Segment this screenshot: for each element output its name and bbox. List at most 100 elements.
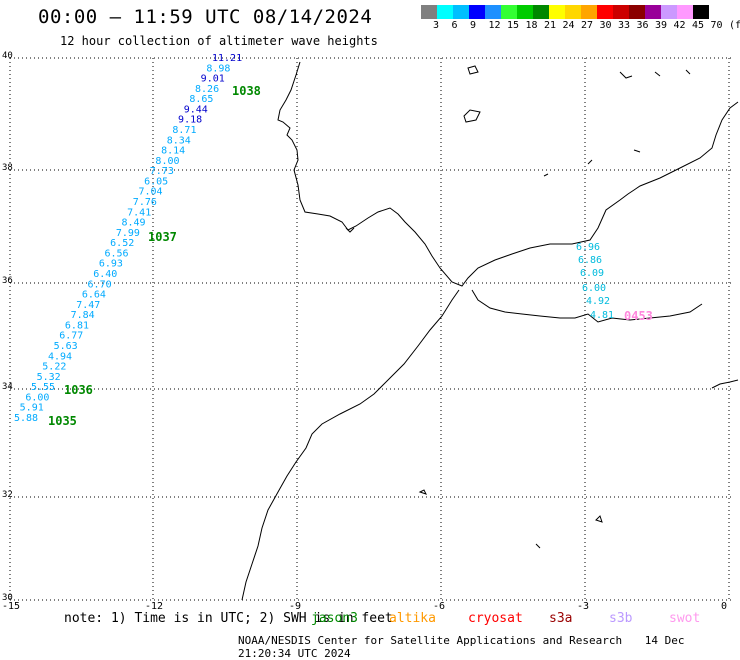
pass-time-label: 1036 <box>64 383 93 397</box>
wave-height-value: 8.71 <box>172 125 196 136</box>
legend-label: 18 <box>525 20 538 31</box>
legend-label: 24 <box>562 20 575 31</box>
wave-height-value: 7.99 <box>116 228 140 239</box>
satellite-name: jason3 <box>311 611 358 626</box>
legend-label: (ft) <box>729 20 740 31</box>
legend-label: 3 <box>433 20 440 31</box>
legend-label: 33 <box>618 20 631 31</box>
legend-swatch <box>581 5 597 19</box>
wave-height-value: 6.40 <box>93 269 117 280</box>
legend-label: 36 <box>636 20 649 31</box>
satellite-name: swot <box>669 611 701 626</box>
legend-label: 21 <box>544 20 557 31</box>
legend-label: 6 <box>451 20 458 31</box>
wave-height-value: 7.47 <box>76 300 100 311</box>
wave-height-value: 7.84 <box>71 310 95 321</box>
legend-label: 27 <box>581 20 594 31</box>
wave-height-value: 8.26 <box>195 84 219 95</box>
map-subtitle: 12 hour collection of altimeter wave hei… <box>60 34 378 48</box>
legend-swatch <box>517 5 533 19</box>
coastline <box>241 61 739 601</box>
wave-height-value: 5.91 <box>20 403 44 414</box>
lat-lon-grid <box>9 57 733 601</box>
footer-note: note: 1) Time is in UTC; 2) SWH is in fe… <box>64 611 393 626</box>
wave-height-value: 6.81 <box>65 320 89 331</box>
legend-swatch <box>629 5 645 19</box>
lat-label: 40 <box>2 51 13 61</box>
legend-label: 39 <box>655 20 668 31</box>
wave-height-value: 8.34 <box>167 135 191 146</box>
legend-swatch <box>533 5 549 19</box>
legend-swatch <box>693 5 709 19</box>
wave-height-value: 7.04 <box>138 187 162 198</box>
lon-label: -15 <box>2 601 21 612</box>
wave-height-value: 8.98 <box>206 63 230 74</box>
wave-height-value: 7.41 <box>127 207 151 218</box>
wave-height-value: 7.76 <box>133 197 157 208</box>
wave-height-value: 5.55 <box>31 382 55 393</box>
footer-credit: NOAA/NESDIS Center for Satellite Applica… <box>238 634 740 660</box>
lat-label: 38 <box>2 163 13 173</box>
legend-swatch <box>613 5 629 19</box>
satellite-name: s3a <box>549 611 573 626</box>
altimeter-track-west: 11.218.989.018.268.659.449.188.718.348.1… <box>14 53 242 424</box>
pass-time-label: 1038 <box>232 84 261 98</box>
lon-label: -3 <box>577 601 590 612</box>
legend-swatch <box>469 5 485 19</box>
pass-time-label: 1037 <box>148 230 177 244</box>
wave-height-value: 4.92 <box>586 296 610 307</box>
legend-label: 45 <box>692 20 705 31</box>
lon-label: -9 <box>289 601 302 612</box>
wave-height-value: 6.77 <box>59 331 83 342</box>
wave-height-value: 8.65 <box>189 94 213 105</box>
wave-height-value: 6.93 <box>99 259 123 270</box>
legend-swatch <box>437 5 453 19</box>
legend-swatch <box>661 5 677 19</box>
wave-height-value: 11.21 <box>212 53 242 64</box>
color-legend <box>421 5 709 19</box>
lon-label: 0 <box>721 601 728 612</box>
wave-height-value: 8.14 <box>161 146 185 157</box>
wave-height-value: 6.00 <box>25 392 49 403</box>
wave-height-value: 5.22 <box>42 362 66 373</box>
wave-height-value: 6.56 <box>105 248 129 259</box>
map-frame <box>10 58 733 600</box>
lon-label: -12 <box>145 601 164 612</box>
wave-height-value: 4.81 <box>590 310 614 321</box>
wave-height-value: 6.09 <box>580 268 604 279</box>
lat-label: 30 <box>2 593 13 603</box>
legend-label: 15 <box>507 20 520 31</box>
pass-time-label: 1035 <box>48 414 77 428</box>
wave-height-value: 6.70 <box>88 279 112 290</box>
legend-label: 12 <box>488 20 501 31</box>
legend-label: 9 <box>470 20 477 31</box>
pass-time-label: 0453 <box>624 309 653 323</box>
lat-label: 34 <box>2 382 13 392</box>
legend-swatch <box>485 5 501 19</box>
legend-swatch <box>645 5 661 19</box>
satellite-name: cryosat <box>468 611 523 626</box>
wave-height-value: 8.49 <box>121 218 145 229</box>
lat-label: 36 <box>2 276 13 286</box>
legend-label: 30 <box>599 20 612 31</box>
wave-height-value: 6.52 <box>110 238 134 249</box>
legend-swatch <box>597 5 613 19</box>
wave-height-value: 9.01 <box>201 74 225 85</box>
legend-swatch <box>677 5 693 19</box>
lat-label: 32 <box>2 490 13 500</box>
wave-height-value: 6.00 <box>582 283 606 294</box>
wave-height-value: 6.64 <box>82 290 106 301</box>
legend-swatch <box>421 5 437 19</box>
wave-height-value: 5.63 <box>54 341 78 352</box>
legend-label: 42 <box>673 20 686 31</box>
wave-height-value: 6.86 <box>578 255 602 266</box>
legend-label: 70 <box>710 20 723 31</box>
wave-height-value: 9.18 <box>178 115 202 126</box>
satellite-name: s3b <box>609 611 633 626</box>
wave-height-value: 7.73 <box>150 166 174 177</box>
wave-height-value: 9.44 <box>184 104 208 115</box>
wave-height-value: 5.32 <box>37 372 61 383</box>
map-title: 00:00 — 11:59 UTC 08/14/2024 <box>38 6 373 28</box>
wave-height-value: 6.96 <box>576 242 600 253</box>
